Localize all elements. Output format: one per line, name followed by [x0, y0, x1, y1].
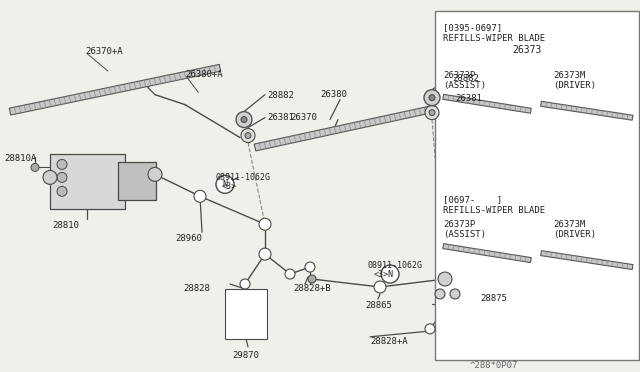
Text: 26370+A: 26370+A [85, 47, 123, 56]
Circle shape [259, 248, 271, 260]
Circle shape [374, 281, 386, 293]
Text: N: N [387, 270, 392, 279]
Circle shape [259, 218, 271, 230]
Text: [0697-    ]: [0697- ] [444, 195, 502, 204]
Circle shape [435, 289, 445, 299]
Circle shape [285, 269, 295, 279]
Text: 28875: 28875 [480, 294, 507, 303]
Circle shape [429, 110, 435, 116]
Polygon shape [443, 244, 531, 263]
Text: 26381: 26381 [455, 94, 482, 103]
Text: 26373M: 26373M [553, 71, 586, 80]
Circle shape [148, 167, 162, 182]
Text: 26373P: 26373P [444, 220, 476, 229]
Bar [225, 289, 267, 339]
Text: 26380+A: 26380+A [185, 70, 223, 79]
Circle shape [57, 160, 67, 169]
Circle shape [305, 262, 315, 272]
Text: 28828: 28828 [183, 284, 210, 293]
Text: (ASSIST): (ASSIST) [444, 81, 486, 90]
Text: REFILLS-WIPER BLADE: REFILLS-WIPER BLADE [444, 34, 545, 43]
Polygon shape [541, 101, 633, 120]
Text: (DRIVER): (DRIVER) [553, 81, 596, 90]
Text: 08911-1062G: 08911-1062G [368, 261, 423, 270]
Text: 28882: 28882 [452, 74, 479, 83]
Text: 28882: 28882 [267, 91, 294, 100]
Text: ^288*0P07: ^288*0P07 [470, 361, 518, 370]
Text: 28828+B: 28828+B [293, 284, 331, 293]
Circle shape [381, 265, 399, 283]
Circle shape [43, 170, 57, 185]
Circle shape [425, 324, 435, 334]
Text: 26373P: 26373P [444, 71, 476, 80]
Text: 26373: 26373 [512, 45, 541, 55]
Bar [50, 154, 125, 209]
Circle shape [450, 289, 460, 299]
Text: REFILLS-WIPER BLADE: REFILLS-WIPER BLADE [444, 206, 545, 215]
Polygon shape [10, 64, 221, 115]
Text: 29870: 29870 [232, 351, 259, 360]
Text: 28865: 28865 [365, 301, 392, 310]
Text: 08911-1062G: 08911-1062G [215, 173, 270, 182]
Text: [0395-0697]: [0395-0697] [444, 23, 502, 32]
Circle shape [236, 112, 252, 128]
Text: 26370: 26370 [290, 113, 317, 122]
Circle shape [216, 175, 234, 193]
Bar [435, 11, 639, 360]
Circle shape [194, 190, 206, 202]
Polygon shape [541, 251, 633, 270]
Circle shape [438, 272, 452, 286]
Bar [118, 163, 156, 200]
Text: <3>: <3> [374, 270, 389, 279]
Circle shape [241, 129, 255, 142]
Text: (DRIVER): (DRIVER) [553, 230, 596, 239]
Circle shape [31, 163, 39, 171]
Circle shape [424, 90, 440, 106]
Circle shape [241, 116, 247, 122]
Circle shape [308, 275, 316, 283]
Circle shape [425, 106, 439, 119]
Text: 28810: 28810 [52, 221, 79, 230]
Circle shape [245, 132, 251, 138]
Text: N: N [223, 180, 227, 189]
Text: 26381: 26381 [267, 113, 294, 122]
Polygon shape [443, 94, 531, 113]
Text: 28960: 28960 [175, 234, 202, 243]
Text: (ASSIST): (ASSIST) [444, 230, 486, 239]
Text: 28810A: 28810A [4, 154, 36, 163]
Circle shape [240, 279, 250, 289]
Circle shape [429, 94, 435, 101]
Circle shape [57, 172, 67, 182]
Circle shape [57, 186, 67, 196]
Polygon shape [254, 106, 431, 151]
Text: 26380: 26380 [320, 90, 347, 99]
Text: 28828+A: 28828+A [370, 337, 408, 346]
Text: 26373M: 26373M [553, 220, 586, 229]
Text: <3>: <3> [222, 182, 237, 191]
